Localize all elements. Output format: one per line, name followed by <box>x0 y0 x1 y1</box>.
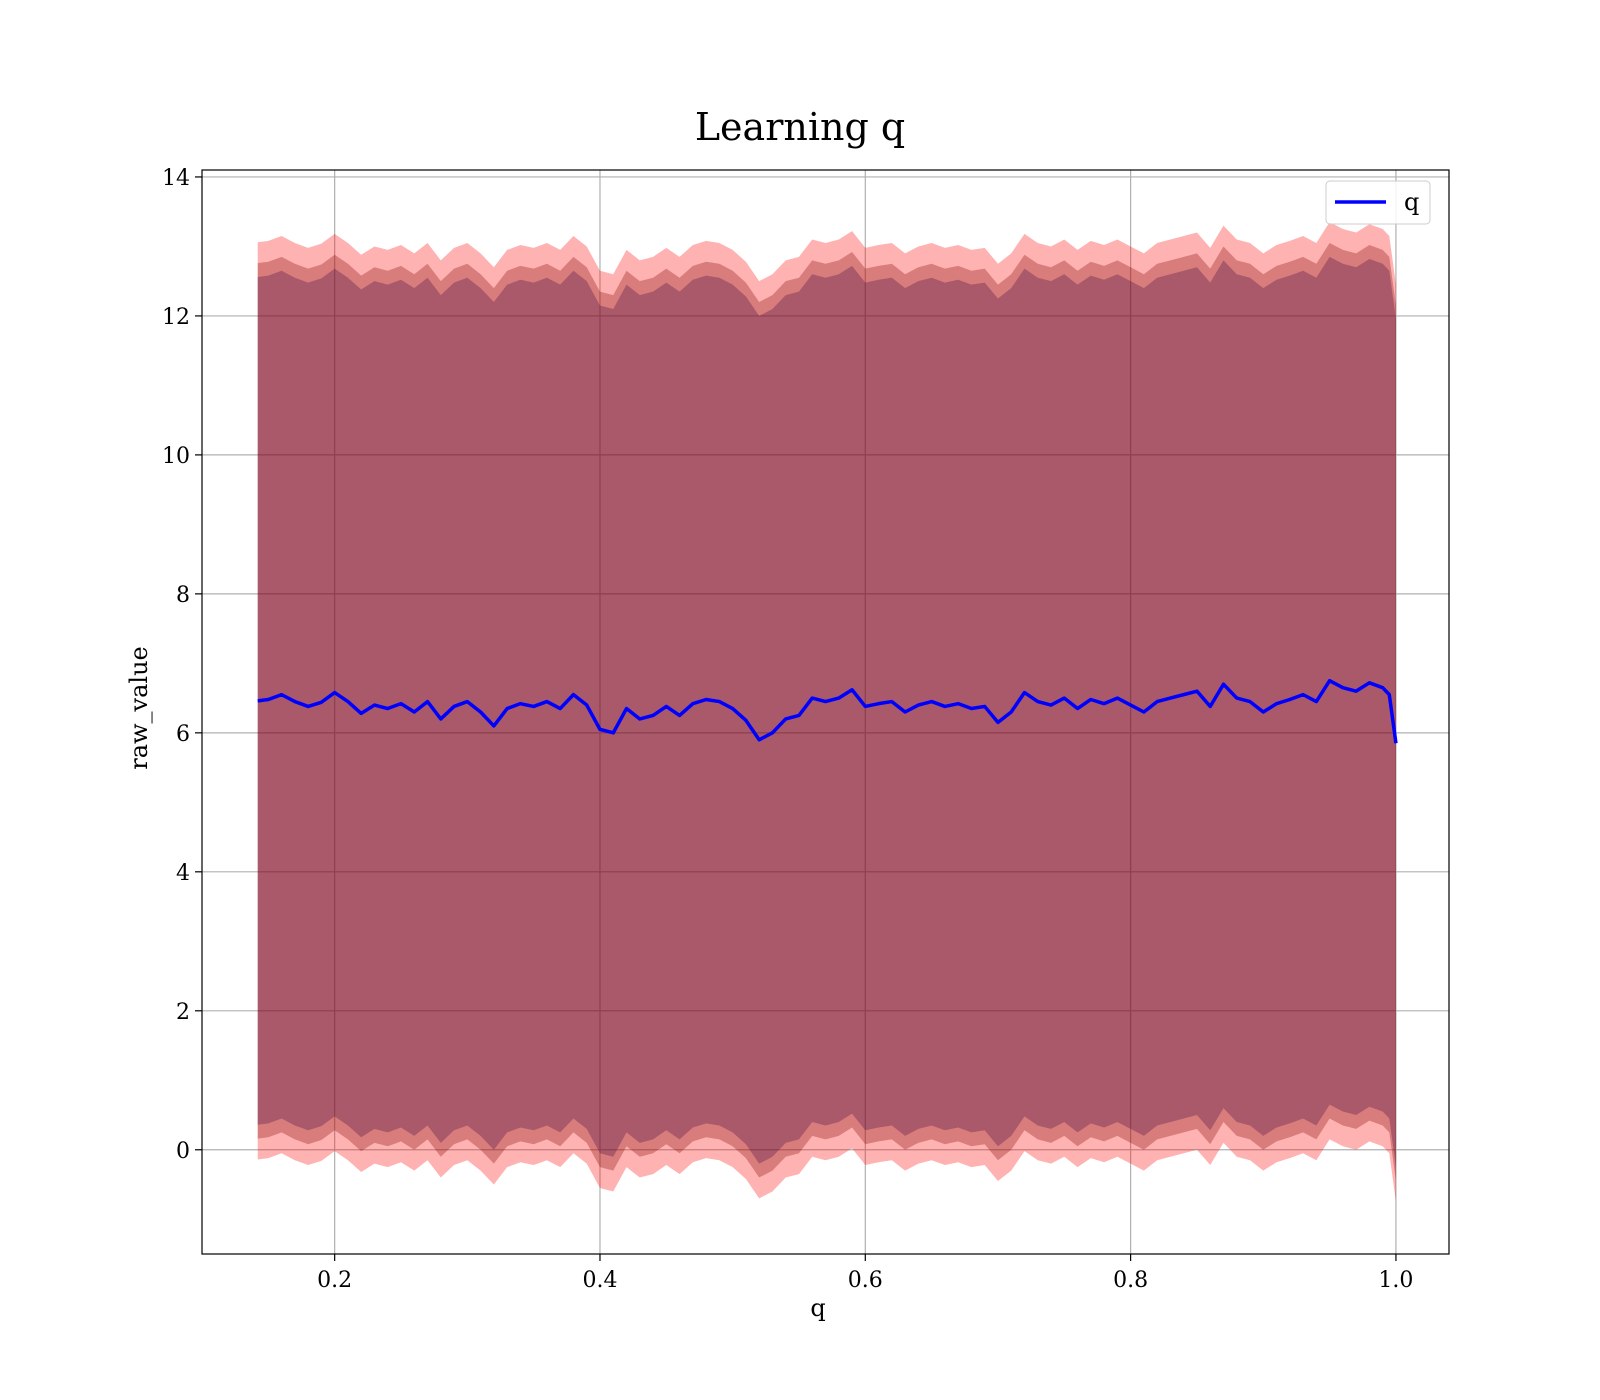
x-tick-label: 0.2 <box>317 1268 352 1293</box>
y-tick-label: 8 <box>176 583 190 608</box>
y-tick-label: 4 <box>176 861 190 886</box>
chart-title: Learning q <box>695 105 905 149</box>
y-tick-label: 10 <box>162 444 190 469</box>
grid <box>202 170 1449 1254</box>
x-tick-label: 0.4 <box>582 1268 617 1293</box>
x-axis-label: q <box>810 1294 825 1322</box>
band-1 <box>257 242 1396 1182</box>
confidence-bands <box>257 222 1396 1202</box>
axis-ticks: 0.2 0.4 0.6 0.8 1.0 0 2 4 6 8 10 12 14 <box>162 166 1413 1293</box>
x-tick-label: 1.0 <box>1378 1268 1413 1293</box>
x-tick-label: 0.6 <box>848 1268 883 1293</box>
series-line-q <box>257 678 1398 744</box>
band-2 <box>257 256 1396 1168</box>
y-tick-label: 12 <box>162 305 190 330</box>
y-tick-label: 14 <box>162 166 190 191</box>
legend-label-q: q <box>1404 188 1419 216</box>
y-tick-label: 2 <box>176 1000 190 1025</box>
plot-frame <box>201 169 1450 1255</box>
y-tick-label: 0 <box>176 1139 190 1164</box>
y-axis-label: raw_value <box>125 646 153 770</box>
series-lines <box>257 678 1398 744</box>
legend: q <box>1325 180 1431 225</box>
x-tick-label: 0.8 <box>1113 1268 1148 1293</box>
y-tick-label: 6 <box>176 722 190 747</box>
band-0 <box>257 222 1396 1202</box>
